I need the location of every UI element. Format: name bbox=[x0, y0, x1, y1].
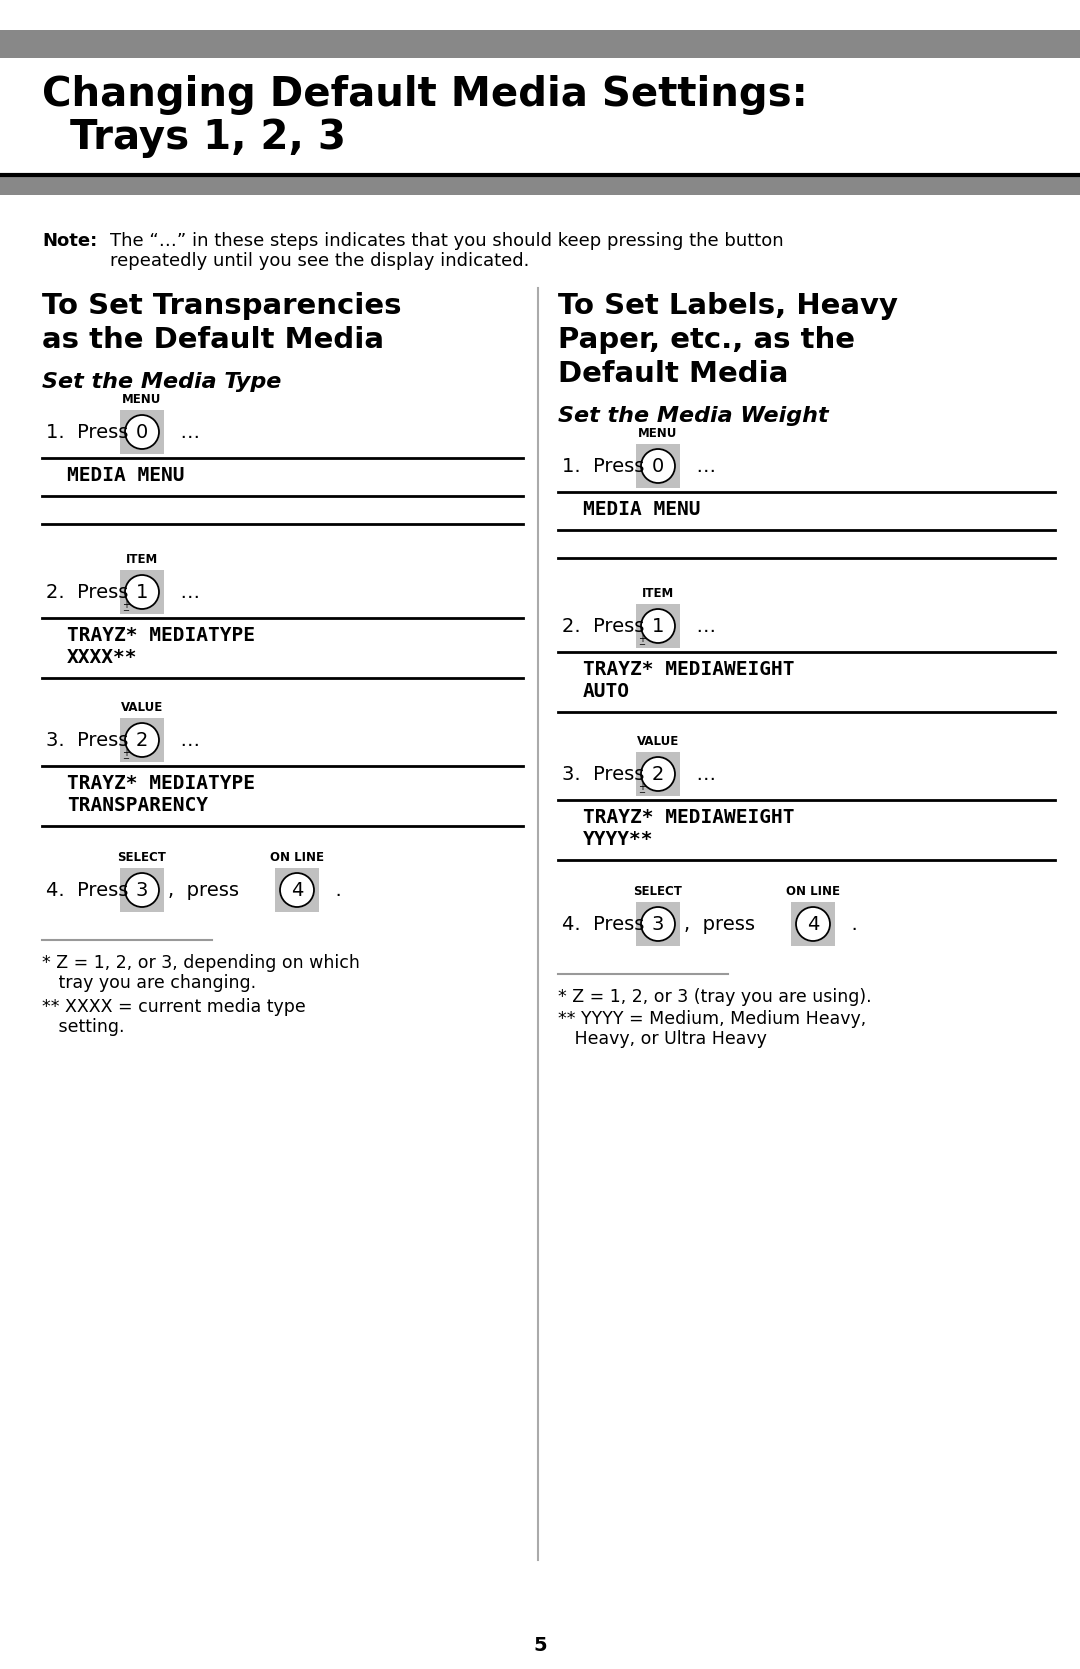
Text: * Z = 1, 2, or 3 (tray you are using).: * Z = 1, 2, or 3 (tray you are using). bbox=[558, 988, 872, 1006]
Text: ON LINE: ON LINE bbox=[786, 885, 840, 898]
Bar bbox=[120, 571, 164, 614]
Text: MENU: MENU bbox=[122, 392, 162, 406]
Text: * Z = 1, 2, or 3, depending on which: * Z = 1, 2, or 3, depending on which bbox=[42, 955, 360, 971]
Text: ** XXXX = current media type: ** XXXX = current media type bbox=[42, 998, 306, 1016]
Text: Note:: Note: bbox=[42, 232, 97, 250]
Text: MENU: MENU bbox=[638, 427, 677, 441]
Text: +: + bbox=[122, 599, 130, 609]
Bar bbox=[120, 868, 164, 911]
Text: 4.  Press: 4. Press bbox=[562, 915, 645, 933]
Text: ON LINE: ON LINE bbox=[270, 851, 324, 865]
Text: TRAYZ* MEDIATYPE: TRAYZ* MEDIATYPE bbox=[67, 626, 255, 644]
Text: VALUE: VALUE bbox=[121, 701, 163, 714]
Text: 0: 0 bbox=[652, 457, 664, 476]
Text: 3.  Press: 3. Press bbox=[46, 731, 129, 749]
Text: TRANSPARENCY: TRANSPARENCY bbox=[67, 796, 208, 814]
Text: …: … bbox=[168, 731, 200, 749]
Circle shape bbox=[125, 416, 159, 449]
Text: Paper, etc., as the: Paper, etc., as the bbox=[558, 325, 855, 354]
Text: −: − bbox=[122, 606, 130, 616]
Text: …: … bbox=[168, 582, 200, 601]
Text: Set the Media Type: Set the Media Type bbox=[42, 372, 282, 392]
Text: Heavy, or Ultra Heavy: Heavy, or Ultra Heavy bbox=[558, 1030, 767, 1048]
Circle shape bbox=[642, 758, 675, 791]
Text: as the Default Media: as the Default Media bbox=[42, 325, 384, 354]
Text: ** YYYY = Medium, Medium Heavy,: ** YYYY = Medium, Medium Heavy, bbox=[558, 1010, 866, 1028]
Text: 2: 2 bbox=[136, 731, 148, 749]
Bar bbox=[636, 753, 680, 796]
Text: ,  press: , press bbox=[168, 881, 239, 900]
Text: TRAYZ* MEDIATYPE: TRAYZ* MEDIATYPE bbox=[67, 774, 255, 793]
Text: 3: 3 bbox=[652, 915, 664, 933]
Circle shape bbox=[125, 873, 159, 906]
Text: repeatedly until you see the display indicated.: repeatedly until you see the display ind… bbox=[110, 252, 529, 270]
Text: AUTO: AUTO bbox=[583, 683, 630, 701]
Text: −: − bbox=[638, 641, 646, 649]
Text: 2: 2 bbox=[652, 764, 664, 783]
Bar bbox=[0, 30, 1080, 58]
Bar bbox=[636, 901, 680, 946]
Text: The “…” in these steps indicates that you should keep pressing the button: The “…” in these steps indicates that yo… bbox=[110, 232, 784, 250]
Text: 0: 0 bbox=[136, 422, 148, 442]
Text: TRAYZ* MEDIAWEIGHT: TRAYZ* MEDIAWEIGHT bbox=[583, 659, 795, 679]
Bar bbox=[791, 901, 835, 946]
Text: .: . bbox=[323, 881, 341, 900]
Bar bbox=[275, 868, 319, 911]
Circle shape bbox=[642, 609, 675, 643]
Circle shape bbox=[280, 873, 314, 906]
Text: To Set Transparencies: To Set Transparencies bbox=[42, 292, 402, 320]
Text: ITEM: ITEM bbox=[642, 587, 674, 599]
Circle shape bbox=[796, 906, 831, 941]
Text: tray you are changing.: tray you are changing. bbox=[42, 975, 256, 991]
Circle shape bbox=[642, 906, 675, 941]
Text: 3.  Press: 3. Press bbox=[562, 764, 645, 783]
Text: …: … bbox=[684, 764, 716, 783]
Text: SELECT: SELECT bbox=[118, 851, 166, 865]
Text: ,  press: , press bbox=[684, 915, 755, 933]
Text: 4.  Press: 4. Press bbox=[46, 881, 129, 900]
Text: +: + bbox=[638, 783, 646, 793]
Text: +: + bbox=[638, 634, 646, 644]
Text: 5: 5 bbox=[534, 1636, 546, 1654]
Bar bbox=[636, 444, 680, 487]
Circle shape bbox=[642, 449, 675, 482]
Text: SELECT: SELECT bbox=[634, 885, 683, 898]
Text: .: . bbox=[839, 915, 858, 933]
Text: XXXX**: XXXX** bbox=[67, 648, 137, 668]
Text: 3: 3 bbox=[136, 881, 148, 900]
Text: setting.: setting. bbox=[42, 1018, 124, 1036]
Text: −: − bbox=[638, 788, 646, 798]
Text: MEDIA MENU: MEDIA MENU bbox=[67, 466, 185, 486]
Text: Changing Default Media Settings:: Changing Default Media Settings: bbox=[42, 75, 808, 115]
Circle shape bbox=[125, 723, 159, 758]
Text: …: … bbox=[684, 616, 716, 636]
Text: 4: 4 bbox=[807, 915, 820, 933]
Bar bbox=[0, 177, 1080, 195]
Text: −: − bbox=[122, 754, 130, 763]
Text: 1: 1 bbox=[136, 582, 148, 601]
Text: To Set Labels, Heavy: To Set Labels, Heavy bbox=[558, 292, 897, 320]
Text: 2.  Press: 2. Press bbox=[46, 582, 129, 601]
Text: Trays 1, 2, 3: Trays 1, 2, 3 bbox=[42, 118, 346, 159]
Text: VALUE: VALUE bbox=[637, 734, 679, 748]
Text: MEDIA MENU: MEDIA MENU bbox=[583, 501, 701, 519]
Text: Set the Media Weight: Set the Media Weight bbox=[558, 406, 828, 426]
Text: 1.  Press: 1. Press bbox=[562, 457, 645, 476]
Bar bbox=[120, 718, 164, 763]
Bar bbox=[120, 411, 164, 454]
Text: TRAYZ* MEDIAWEIGHT: TRAYZ* MEDIAWEIGHT bbox=[583, 808, 795, 828]
Text: 4: 4 bbox=[291, 881, 303, 900]
Text: …: … bbox=[684, 457, 716, 476]
Text: ITEM: ITEM bbox=[126, 552, 158, 566]
Bar bbox=[636, 604, 680, 648]
Text: YYYY**: YYYY** bbox=[583, 829, 653, 850]
Text: +: + bbox=[122, 748, 130, 758]
Text: Default Media: Default Media bbox=[558, 361, 788, 387]
Circle shape bbox=[125, 576, 159, 609]
Text: 1.  Press: 1. Press bbox=[46, 422, 129, 442]
Text: 1: 1 bbox=[652, 616, 664, 636]
Text: 2.  Press: 2. Press bbox=[562, 616, 645, 636]
Text: …: … bbox=[168, 422, 200, 442]
